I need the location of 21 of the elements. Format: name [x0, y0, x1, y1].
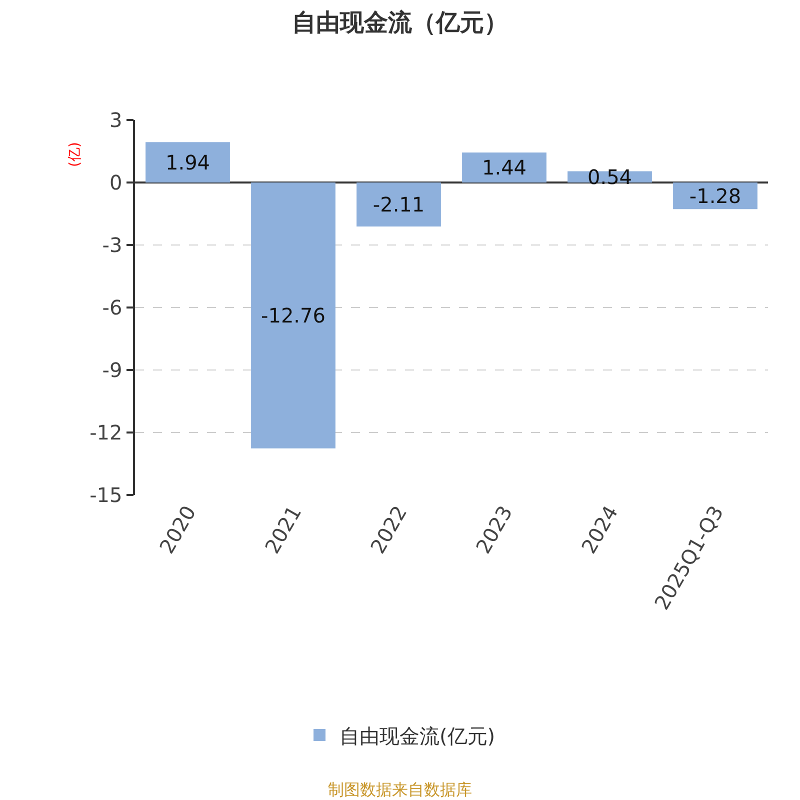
text: 制图数据来自数据库 [328, 780, 472, 799]
y-tick-label: -15 [90, 483, 122, 507]
y-tick-label: -12 [90, 420, 122, 444]
data-label: 0.54 [587, 164, 632, 189]
bar [462, 152, 546, 182]
data-label: 1.94 [165, 150, 210, 174]
data-label: 1.44 [482, 156, 527, 180]
data-label: -2.11 [372, 192, 425, 216]
y-tick-label: 0 [110, 170, 122, 194]
bar [356, 182, 441, 226]
y-tick-label: -9 [102, 358, 122, 382]
y-axis-title: (亿) [67, 142, 83, 167]
legend-label: 自由现金流(亿元) [340, 724, 496, 748]
data-label: -12.76 [261, 303, 326, 328]
y-tick-label: -3 [102, 233, 122, 257]
bar [251, 182, 336, 448]
chart-title: 自由现金流（亿元） [292, 8, 508, 36]
data-label: -1.28 [689, 184, 742, 208]
bar [146, 142, 230, 182]
y-tick-label: 3 [110, 108, 122, 132]
y-tick-label: -6 [102, 296, 122, 320]
